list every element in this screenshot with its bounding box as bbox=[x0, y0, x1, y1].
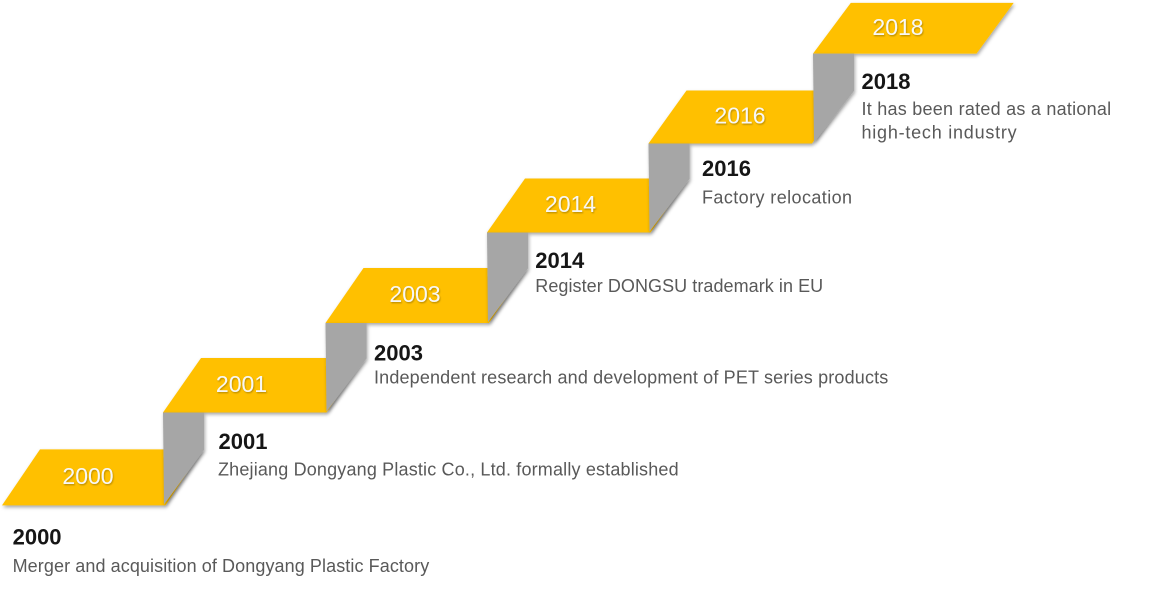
svg-text:2000: 2000 bbox=[13, 524, 62, 549]
svg-text:2001: 2001 bbox=[216, 371, 267, 397]
svg-text:2018: 2018 bbox=[872, 14, 923, 40]
svg-text:Register DONGSU trademark in E: Register DONGSU trademark in EU bbox=[535, 276, 823, 296]
svg-text:2016: 2016 bbox=[702, 156, 751, 181]
svg-text:Independent research and devel: Independent research and development of … bbox=[374, 367, 888, 387]
svg-text:Factory relocation: Factory relocation bbox=[702, 188, 852, 208]
svg-text:high-tech industry: high-tech industry bbox=[862, 123, 1018, 143]
svg-text:Merger and acquisition of Dong: Merger and acquisition of Dongyang Plast… bbox=[13, 556, 430, 576]
svg-text:2014: 2014 bbox=[545, 191, 596, 217]
svg-text:2003: 2003 bbox=[374, 341, 423, 366]
svg-text:2014: 2014 bbox=[535, 248, 585, 273]
svg-text:2000: 2000 bbox=[62, 463, 113, 489]
svg-text:2016: 2016 bbox=[714, 103, 765, 129]
svg-text:2003: 2003 bbox=[389, 281, 440, 307]
svg-text:2018: 2018 bbox=[862, 69, 911, 94]
svg-text:It has been rated as a nationa: It has been rated as a national bbox=[862, 99, 1112, 119]
svg-text:Zhejiang Dongyang Plastic Co.,: Zhejiang Dongyang Plastic Co., Ltd. form… bbox=[218, 460, 679, 480]
svg-text:2001: 2001 bbox=[219, 429, 268, 454]
